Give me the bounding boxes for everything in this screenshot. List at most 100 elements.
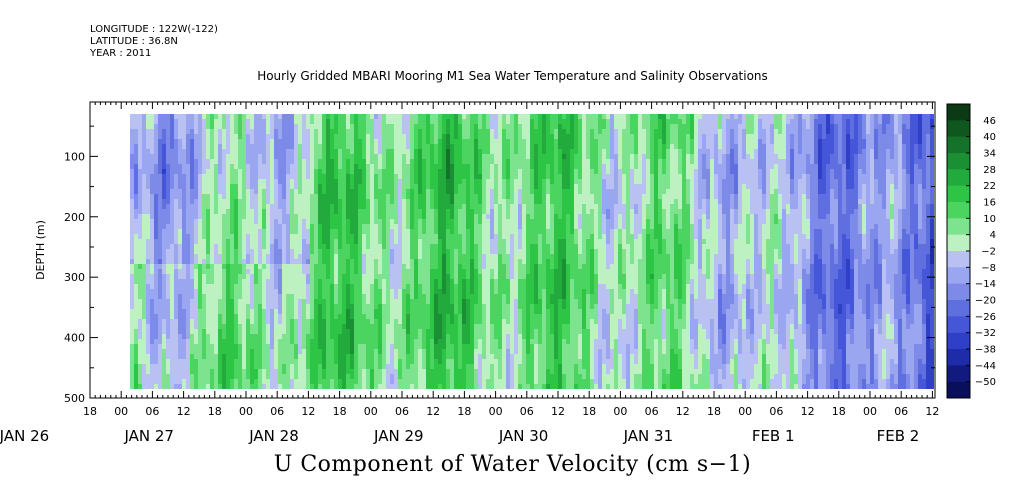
heatmap-cell [482,269,486,274]
heatmap-cell [458,169,462,174]
heatmap-cell [430,264,434,269]
heatmap-cell [310,254,314,259]
heatmap-cell [142,354,146,359]
heatmap-cell [234,354,238,359]
heatmap-cell [302,269,306,274]
heatmap-cell [182,209,186,214]
heatmap-cell [262,374,266,379]
heatmap-cell [398,319,402,324]
heatmap-cell [330,324,334,329]
heatmap-cell [374,124,378,129]
heatmap-cell [462,304,466,309]
heatmap-cell [154,364,158,369]
heatmap-cell [486,294,490,299]
heatmap-cell [270,334,274,339]
heatmap-cell [266,369,270,374]
heatmap-cell [226,304,230,309]
heatmap-cell [434,259,438,264]
heatmap-cell [474,129,478,134]
heatmap-cell [282,124,286,129]
heatmap-cell [234,224,238,229]
heatmap-cell [162,209,166,214]
heatmap-cell [438,149,442,154]
heatmap-cell [218,144,222,149]
heatmap-cell [234,194,238,199]
heatmap-cell [206,129,210,134]
heatmap-cell [134,239,138,244]
heatmap-cell [230,159,234,164]
heatmap-cell [174,329,178,334]
heatmap-cell [314,174,318,179]
heatmap-cell [306,114,310,119]
heatmap-cell [382,339,386,344]
heatmap-cell [322,304,326,309]
heatmap-cell [338,244,342,249]
heatmap-cell [218,199,222,204]
heatmap-cell [398,239,402,244]
heatmap-cell [334,189,338,194]
heatmap-cell [390,314,394,319]
heatmap-cell [466,289,470,294]
heatmap-cell [370,169,374,174]
heatmap-cell [458,204,462,209]
heatmap-cell [414,154,418,159]
heatmap-cell [322,369,326,374]
heatmap-cell [134,324,138,329]
heatmap-cell [210,179,214,184]
heatmap-cell [294,149,298,154]
heatmap-cell [250,209,254,214]
heatmap-cell [246,209,250,214]
heatmap-cell [350,259,354,264]
heatmap-cell [142,289,146,294]
heatmap-cell [326,304,330,309]
heatmap-cell [318,359,322,364]
heatmap-cell [206,134,210,139]
heatmap-cell [386,124,390,129]
heatmap-cell [186,324,190,329]
heatmap-cell [278,209,282,214]
heatmap-cell [338,294,342,299]
heatmap-cell [182,329,186,334]
heatmap-cell [166,144,170,149]
heatmap-cell [242,309,246,314]
heatmap-cell [378,374,382,379]
heatmap-cell [134,119,138,124]
heatmap-cell [386,299,390,304]
heatmap-cell [234,129,238,134]
heatmap-cell [346,164,350,169]
heatmap-cell [466,294,470,299]
heatmap-cell [342,224,346,229]
heatmap-cell [434,314,438,319]
heatmap-cell [354,259,358,264]
heatmap-cell [406,284,410,289]
heatmap-cell [158,284,162,289]
heatmap-cell [198,319,202,324]
heatmap-cell [370,124,374,129]
heatmap-cell [182,234,186,239]
heatmap-cell [462,264,466,269]
heatmap-cell [430,274,434,279]
heatmap-cell [358,364,362,369]
heatmap-cell [210,349,214,354]
heatmap-cell [294,214,298,219]
heatmap-cell [458,374,462,379]
heatmap-cell [386,374,390,379]
heatmap-cell [254,129,258,134]
heatmap-cell [330,169,334,174]
heatmap-cell [258,204,262,209]
heatmap-cell [470,114,474,119]
heatmap-cell [338,269,342,274]
heatmap-cell [238,234,242,239]
heatmap-cell [162,359,166,364]
heatmap-cell [462,319,466,324]
heatmap-cell [318,274,322,279]
heatmap-cell [170,324,174,329]
heatmap-cell [322,169,326,174]
heatmap-cell [274,229,278,234]
heatmap-cell [210,134,214,139]
heatmap-cell [250,259,254,264]
heatmap-cell [466,309,470,314]
heatmap-cell [258,199,262,204]
heatmap-cell [154,254,158,259]
heatmap-cell [322,189,326,194]
